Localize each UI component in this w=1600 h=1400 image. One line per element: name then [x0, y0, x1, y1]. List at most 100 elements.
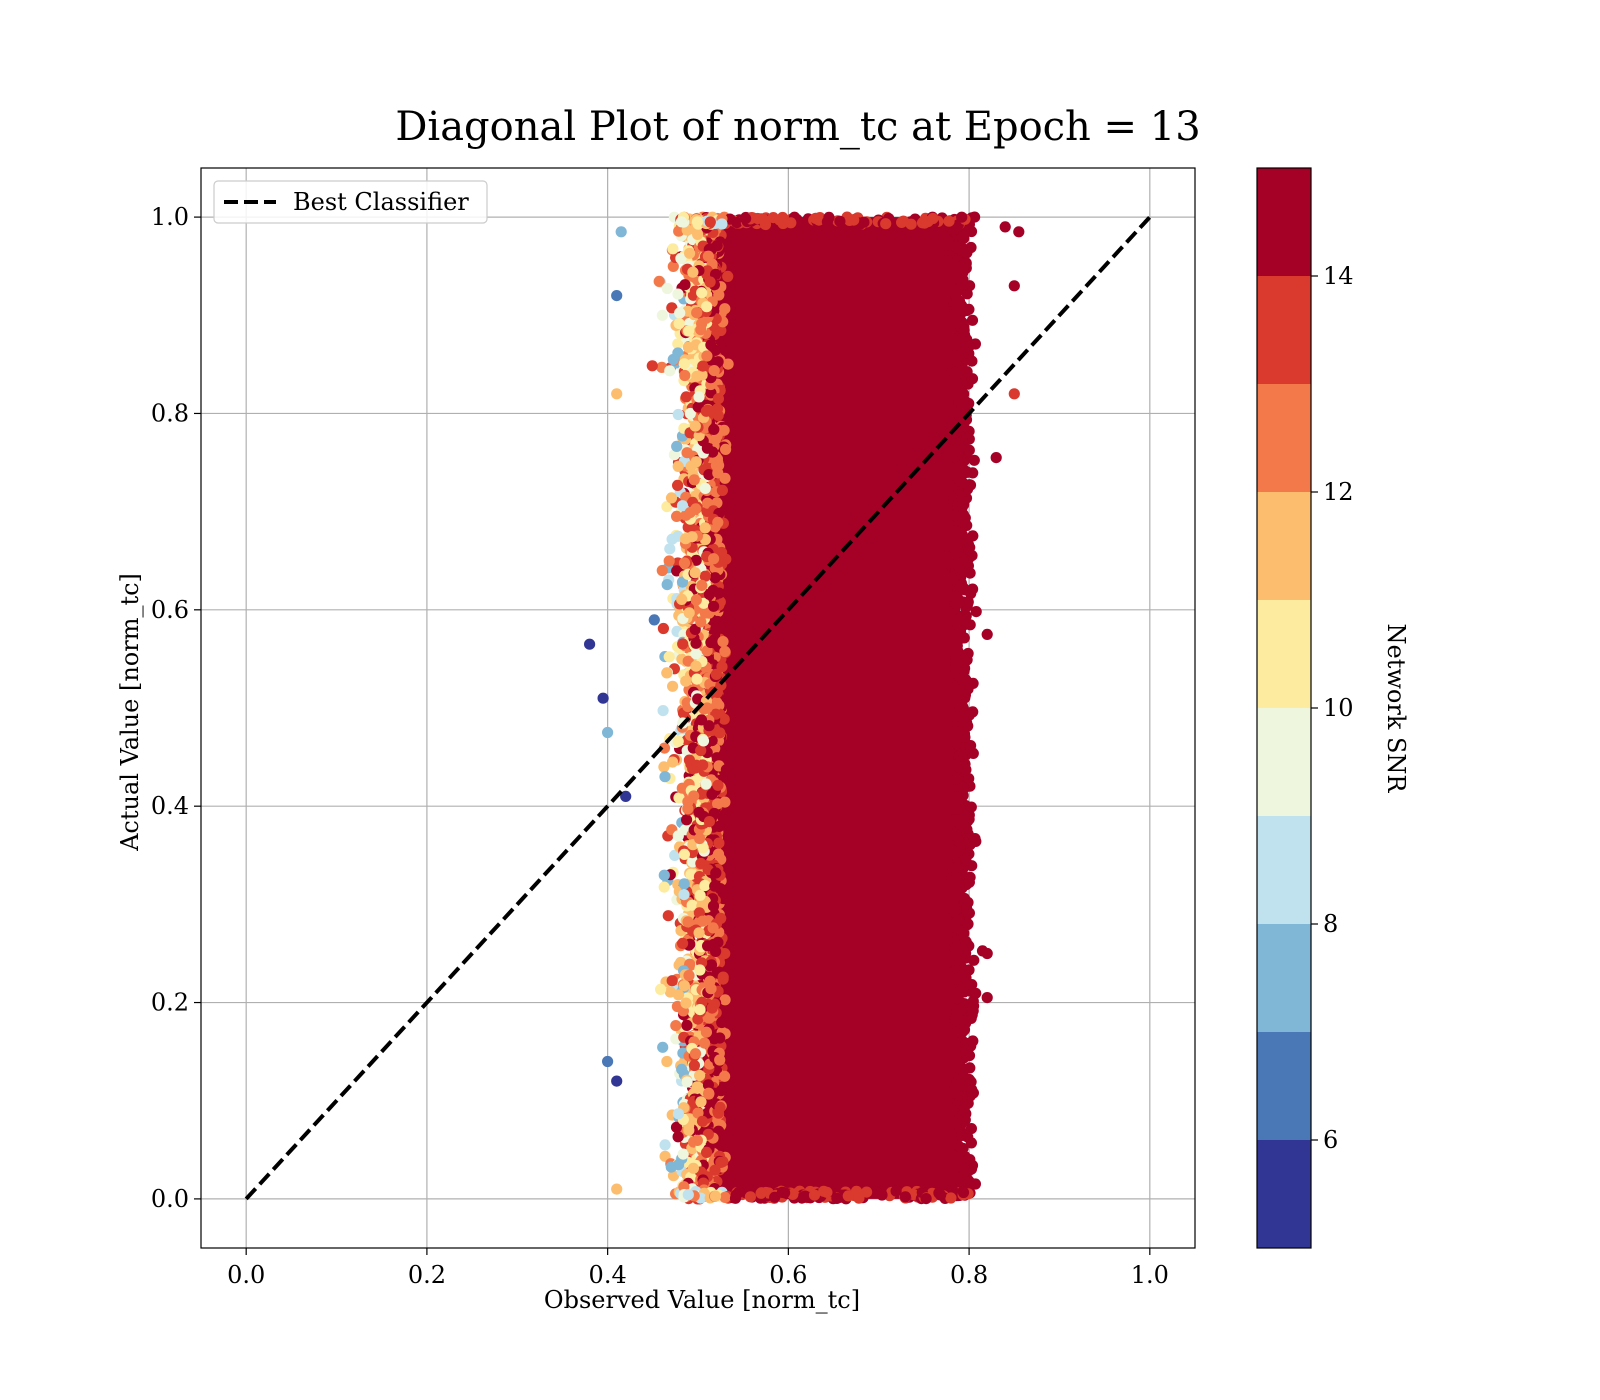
scatter-point: [957, 267, 969, 279]
scatter-point: [719, 645, 731, 658]
scatter-point: [716, 1016, 728, 1029]
scatter-point: [948, 571, 961, 583]
scatter-point: [966, 314, 979, 326]
scatter-point: [956, 510, 968, 522]
scatter-point: [700, 778, 712, 790]
scatter-point: [683, 1124, 695, 1136]
scatter-point: [648, 614, 660, 626]
scatter-point: [672, 408, 684, 421]
scatter-point: [702, 250, 715, 262]
scatter-point: [706, 788, 718, 800]
scatter-point: [584, 638, 596, 650]
scatter-point: [704, 216, 716, 228]
scatter-point: [686, 531, 698, 543]
scatter-point: [658, 742, 671, 754]
scatter-point: [959, 716, 971, 728]
scatter-point: [693, 907, 706, 919]
scatter-point: [657, 622, 670, 635]
scatter-point: [662, 910, 674, 922]
scatter-point: [665, 492, 678, 504]
scatter-point: [853, 1192, 865, 1204]
scatter-point: [707, 922, 719, 934]
scatter-point: [691, 1134, 704, 1146]
scatter-point: [684, 407, 696, 420]
scatter-point: [676, 782, 688, 794]
scatter-point: [716, 218, 728, 230]
scatter-point: [706, 1002, 718, 1014]
scatter-point: [709, 1164, 721, 1176]
scatter-point: [681, 1076, 693, 1088]
colorbar-tick-label: 8: [1323, 910, 1338, 938]
scatter-point: [705, 636, 717, 649]
scatter-point: [964, 619, 976, 631]
scatter-point: [767, 212, 779, 224]
scatter-point: [688, 1059, 701, 1072]
scatter-point: [666, 975, 678, 987]
scatter-point: [943, 215, 955, 227]
scatter-point: [692, 1107, 704, 1119]
scatter-point: [670, 1121, 683, 1133]
scatter-point: [658, 881, 670, 893]
scatter-point: [952, 380, 964, 392]
scatter-point: [696, 1115, 709, 1127]
scatter-point: [950, 640, 963, 652]
scatter-point: [959, 810, 971, 823]
x-axis-label: Observed Value [norm_tc]: [544, 1286, 860, 1314]
scatter-point: [670, 1020, 682, 1032]
scatter-point: [667, 260, 679, 272]
scatter-point: [897, 215, 910, 227]
scatter-point: [677, 638, 689, 650]
scatter-point: [956, 700, 969, 712]
scatter-point: [711, 403, 724, 415]
scatter-point: [703, 405, 715, 417]
scatter-point: [661, 282, 673, 295]
scatter-point: [667, 756, 679, 768]
scatter-point: [957, 1024, 969, 1036]
scatter-point: [696, 318, 708, 330]
scatter-point: [667, 243, 679, 255]
scatter-point: [602, 726, 614, 739]
scatter-point: [990, 452, 1002, 464]
colorbar-bin: [1257, 1140, 1311, 1248]
scatter-point: [964, 541, 976, 554]
colorbar-tick-label: 12: [1323, 478, 1354, 506]
y-tick-label: 0.6: [151, 596, 189, 624]
scatter-points: [584, 211, 1025, 1205]
scatter-point: [719, 1070, 731, 1082]
scatter-point: [952, 1140, 965, 1152]
scatter-point: [955, 281, 967, 294]
scatter-point: [697, 842, 709, 854]
scatter-point: [709, 880, 721, 892]
colorbar-tick-label: 10: [1323, 694, 1354, 722]
scatter-point: [680, 997, 692, 1009]
scatter-point: [602, 1055, 614, 1068]
scatter-point: [708, 807, 720, 820]
scatter-point: [1013, 226, 1025, 238]
scatter-point: [691, 370, 703, 382]
scatter-point: [705, 959, 718, 971]
scatter-point: [657, 705, 669, 717]
scatter-point: [701, 442, 714, 454]
x-tick-label: 0.8: [950, 1261, 988, 1289]
scatter-point: [834, 215, 846, 227]
scatter-point: [611, 388, 623, 400]
scatter-point: [981, 628, 993, 641]
scatter-point: [699, 522, 711, 534]
scatter-point: [692, 228, 704, 240]
scatter-point: [695, 616, 707, 628]
colorbar-tick-label: 14: [1323, 262, 1354, 290]
scatter-point: [719, 303, 731, 315]
scatter-point: [659, 771, 671, 783]
scatter-point: [708, 600, 720, 612]
y-tick-label: 0.2: [151, 989, 189, 1017]
scatter-point: [810, 212, 822, 224]
scatter-point: [954, 471, 966, 483]
scatter-point: [951, 242, 963, 254]
scatter-point: [719, 994, 731, 1006]
scatter-point: [678, 848, 691, 861]
chart-title: Diagonal Plot of norm_tc at Epoch = 13: [395, 104, 1200, 150]
scatter-point: [717, 636, 729, 648]
scatter-point: [703, 469, 715, 481]
scatter-point: [952, 546, 964, 558]
